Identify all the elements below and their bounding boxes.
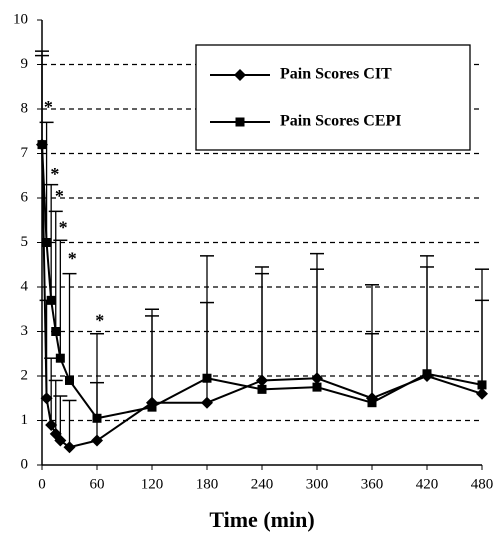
- y-tick-label: 4: [21, 278, 29, 294]
- data-point: [46, 295, 56, 305]
- annotation: *: [50, 164, 59, 184]
- annotation: *: [59, 217, 68, 237]
- y-tick-label: 8: [21, 100, 29, 116]
- data-point: [91, 434, 103, 447]
- series-line: [41, 144, 483, 420]
- x-tick-label: 240: [251, 476, 274, 492]
- y-tick-label: 9: [21, 56, 29, 72]
- x-tick-label: 60: [90, 476, 105, 492]
- y-tick-label: 6: [21, 189, 29, 205]
- x-tick-label: 180: [196, 476, 219, 492]
- data-point: [257, 384, 267, 394]
- x-axis-title: Time (min): [209, 507, 314, 532]
- data-point: [65, 375, 74, 385]
- data-point: [477, 380, 487, 390]
- data-point: [37, 140, 47, 150]
- data-point: [42, 238, 52, 247]
- data-point: [40, 392, 53, 405]
- legend-box: [195, 44, 471, 151]
- data-point: [202, 373, 212, 383]
- legend-marker: [235, 117, 245, 127]
- data-point: [201, 396, 213, 409]
- y-tick-label: 2: [21, 367, 29, 383]
- data-point: [63, 441, 76, 454]
- data-point: [367, 398, 377, 408]
- data-point: [45, 418, 58, 431]
- x-tick-label: 480: [471, 476, 494, 492]
- data-point: [147, 402, 157, 412]
- data-point: [54, 434, 67, 447]
- data-point: [55, 353, 65, 363]
- data-point: [51, 327, 61, 336]
- annotation: *: [95, 311, 104, 331]
- y-tick-label: 0: [21, 456, 29, 472]
- legend-label: Pain Scores CEPI: [280, 113, 401, 130]
- legend-label: Pain Scores CIT: [280, 66, 392, 83]
- x-tick-label: 120: [141, 476, 164, 492]
- data-point: [92, 413, 102, 423]
- x-tick-label: 360: [361, 476, 384, 492]
- annotation: *: [44, 97, 53, 117]
- legend-marker: [234, 69, 246, 81]
- y-tick-label: 5: [21, 234, 29, 250]
- y-tick-label: 1: [21, 412, 29, 428]
- y-tick-label: 7: [21, 145, 29, 161]
- x-tick-label: 300: [306, 476, 329, 492]
- data-point: [312, 382, 322, 392]
- data-point: [476, 387, 488, 400]
- annotation: *: [68, 248, 77, 268]
- y-tick-label: 3: [21, 323, 29, 339]
- annotation: *: [55, 186, 64, 206]
- data-point: [422, 369, 432, 379]
- x-tick-label: 420: [416, 476, 439, 492]
- x-tick-label: 0: [38, 476, 46, 492]
- legend: Pain Scores CIT Pain Scores CEPI: [195, 44, 471, 151]
- y-tick-label: 10: [13, 11, 28, 27]
